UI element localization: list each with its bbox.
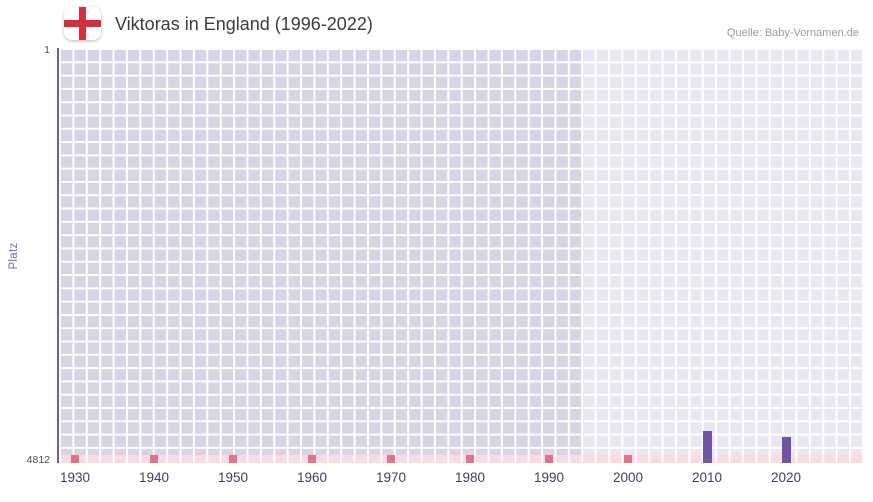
bar-2010 xyxy=(702,431,712,463)
data-period-highlight-band xyxy=(580,48,862,463)
x-axis-label: 2000 xyxy=(612,470,644,485)
x-axis-label: 1980 xyxy=(454,470,486,485)
decade-tick-mark xyxy=(150,455,158,463)
x-axis-label: 2020 xyxy=(770,470,802,485)
flag-cross-vertical xyxy=(79,7,86,40)
x-axis-label: 1960 xyxy=(296,470,328,485)
decade-tick-mark xyxy=(624,455,632,463)
y-axis-title: Platz xyxy=(8,242,20,270)
decade-tick-mark xyxy=(387,455,395,463)
england-flag-icon xyxy=(64,7,101,40)
x-axis-labels: 1930 1940 1950 1960 1970 1980 1990 2000 2010 2020 xyxy=(59,470,862,492)
page-title: Viktoras in England (1996-2022) xyxy=(115,14,373,34)
x-axis-label: 1950 xyxy=(217,470,249,485)
bar-2020 xyxy=(781,437,791,463)
y-tick-top: 1 xyxy=(44,44,50,56)
decade-tick-mark xyxy=(545,455,553,463)
x-axis-strip xyxy=(59,455,862,463)
decade-tick-mark xyxy=(71,455,79,463)
decade-tick-mark xyxy=(308,455,316,463)
plot-area xyxy=(57,48,862,463)
x-axis-label: 1930 xyxy=(59,470,91,485)
source-attribution: Quelle: Baby-Vornamen.de xyxy=(726,27,859,39)
decade-tick-mark xyxy=(229,455,237,463)
x-axis-label: 1990 xyxy=(533,470,565,485)
y-tick-bottom: 4812 xyxy=(26,454,50,466)
x-axis-label: 1970 xyxy=(375,470,407,485)
x-axis-label: 2010 xyxy=(691,470,723,485)
bars-layer xyxy=(59,48,862,463)
x-axis-label: 1940 xyxy=(138,470,170,485)
decade-tick-mark xyxy=(466,455,474,463)
